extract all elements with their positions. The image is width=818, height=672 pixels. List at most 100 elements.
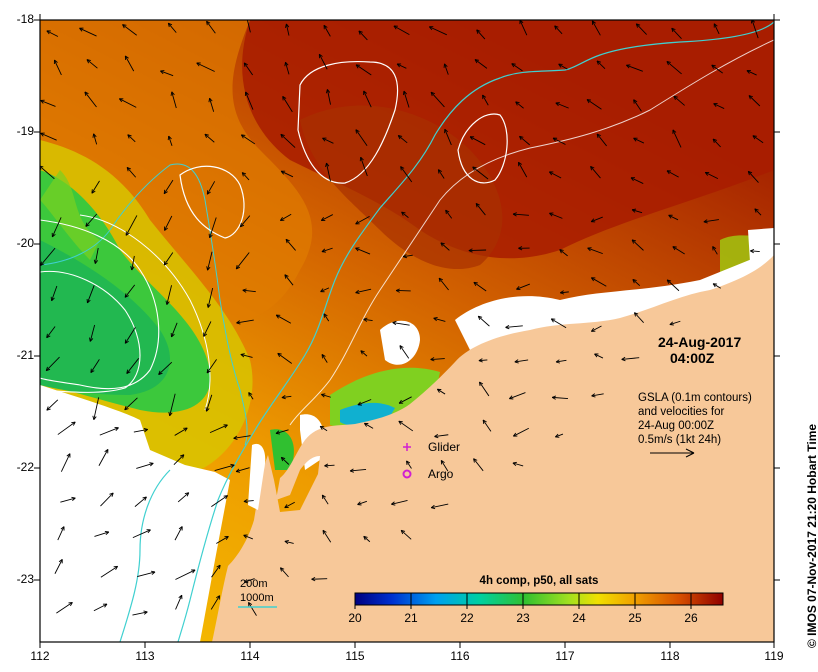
velocity-arrow: [591, 325, 602, 332]
velocity-arrow-head: [169, 412, 173, 417]
velocity-arrow-head: [115, 566, 119, 570]
velocity-arrow-head: [505, 327, 510, 330]
velocity-arrow-head: [548, 171, 553, 176]
velocity-arrow: [166, 285, 173, 305]
velocity-arrow: [519, 20, 528, 36]
velocity-arrow-head: [70, 602, 73, 607]
velocity-arrow: [280, 133, 296, 148]
velocity-arrow-head: [281, 397, 286, 400]
velocity-arrow: [513, 213, 529, 216]
velocity-arrow: [133, 429, 148, 433]
velocity-arrow-head: [395, 290, 400, 293]
colorbar: [354, 592, 724, 606]
velocity-arrow: [326, 162, 331, 182]
velocity-arrow-head: [115, 427, 119, 431]
velocity-arrow-head: [671, 28, 674, 33]
velocity-arrow-head: [363, 536, 366, 541]
velocity-arrow: [89, 324, 96, 342]
velocity-arrow: [54, 559, 63, 574]
velocity-arrow-head: [40, 263, 45, 266]
nodata-west: [40, 385, 230, 642]
velocity-arrow: [321, 394, 331, 398]
velocity-arrow-head: [712, 138, 718, 141]
velocity-arrow-head: [355, 289, 360, 294]
velocity-arrow-head: [92, 415, 95, 420]
velocity-arrow-head: [196, 62, 200, 67]
velocity-arrow-head: [356, 64, 361, 66]
velocity-arrow: [556, 359, 567, 363]
velocity-arrow-head: [105, 531, 110, 536]
velocity-arrow: [207, 287, 214, 308]
velocity-arrow-head: [206, 303, 209, 308]
velocity-arrow: [319, 425, 328, 432]
velocity-arrow-head: [126, 369, 129, 374]
velocity-arrow-head: [72, 421, 76, 426]
velocity-arrow-head: [558, 63, 562, 68]
velocity-arrow-head: [479, 381, 481, 387]
velocity-arrow: [235, 467, 250, 473]
velocity-arrow: [236, 319, 254, 324]
velocity-arrow-head: [233, 435, 238, 439]
velocity-arrow-head: [248, 602, 253, 605]
velocity-arrow-head: [752, 135, 757, 137]
velocity-arrow-head: [631, 209, 636, 213]
velocity-arrow-head: [666, 61, 669, 66]
velocity-arrow-head: [280, 134, 283, 139]
velocity-arrow-head: [392, 322, 397, 326]
isobath-200m: [289, 39, 774, 426]
velocity-arrow-head: [633, 312, 636, 317]
velocity-arrow-head: [357, 501, 361, 505]
velocity-arrow-head: [242, 288, 247, 291]
velocity-arrow-head: [554, 25, 557, 30]
velocity-arrow: [243, 62, 254, 76]
velocity-arrow-head: [144, 429, 148, 433]
colorbar-title: 4h comp, p50, all sats: [479, 575, 599, 587]
velocity-arrow-head: [321, 394, 325, 398]
velocity-arrow-head: [560, 290, 564, 294]
velocity-arrow-head: [40, 132, 44, 137]
colorbar-tick-label: 24: [572, 611, 586, 625]
velocity-arrow: [320, 287, 330, 293]
velocity-arrow-head: [477, 316, 481, 321]
velocity-arrow-head: [125, 232, 130, 236]
velocity-arrow-head: [438, 277, 443, 281]
velocity-arrow-head: [402, 91, 405, 96]
velocity-arrow-head: [355, 247, 359, 252]
velocity-arrow: [94, 247, 99, 264]
velocity-arrow: [280, 170, 294, 178]
velocity-scale-arrow: [650, 448, 695, 458]
velocity-arrow: [284, 501, 295, 509]
velocity-arrow-head: [46, 333, 48, 338]
velocity-arrow: [672, 246, 685, 255]
velocity-arrow-head: [398, 135, 403, 137]
velocity-arrow-head: [398, 399, 402, 404]
velocity-arrow: [248, 392, 254, 400]
velocity-arrow: [46, 399, 59, 411]
velocity-arrow-head: [143, 427, 148, 430]
velocity-arrow: [360, 157, 368, 177]
velocity-arrow-head: [203, 333, 208, 337]
velocity-arrow-head: [468, 248, 473, 251]
velocity-arrow-head: [666, 60, 671, 63]
lat-tick-label: -18: [16, 12, 34, 26]
velocity-arrow-head: [243, 501, 248, 504]
velocity-arrow-head: [475, 203, 480, 206]
velocity-arrow-head: [445, 209, 450, 213]
velocity-arrow-head: [284, 539, 289, 542]
velocity-arrow: [590, 166, 601, 179]
velocity-arrow: [280, 567, 289, 578]
velocity-arrow: [323, 25, 331, 37]
velocity-arrow-head: [127, 134, 130, 139]
gsla-contour: [40, 270, 141, 393]
velocity-arrow-head: [633, 137, 637, 142]
velocity-arrow-head: [126, 167, 129, 172]
velocity-arrow-head: [168, 135, 172, 140]
velocity-arrow-head: [244, 62, 248, 66]
velocity-arrow-head: [109, 492, 114, 495]
velocity-arrow-head: [555, 433, 559, 438]
velocity-arrow-head: [131, 266, 135, 271]
velocity-arrow-head: [666, 170, 670, 175]
velocity-arrow: [94, 531, 109, 537]
gsla-contour: [40, 219, 160, 390]
velocity-arrow-head: [552, 137, 556, 142]
